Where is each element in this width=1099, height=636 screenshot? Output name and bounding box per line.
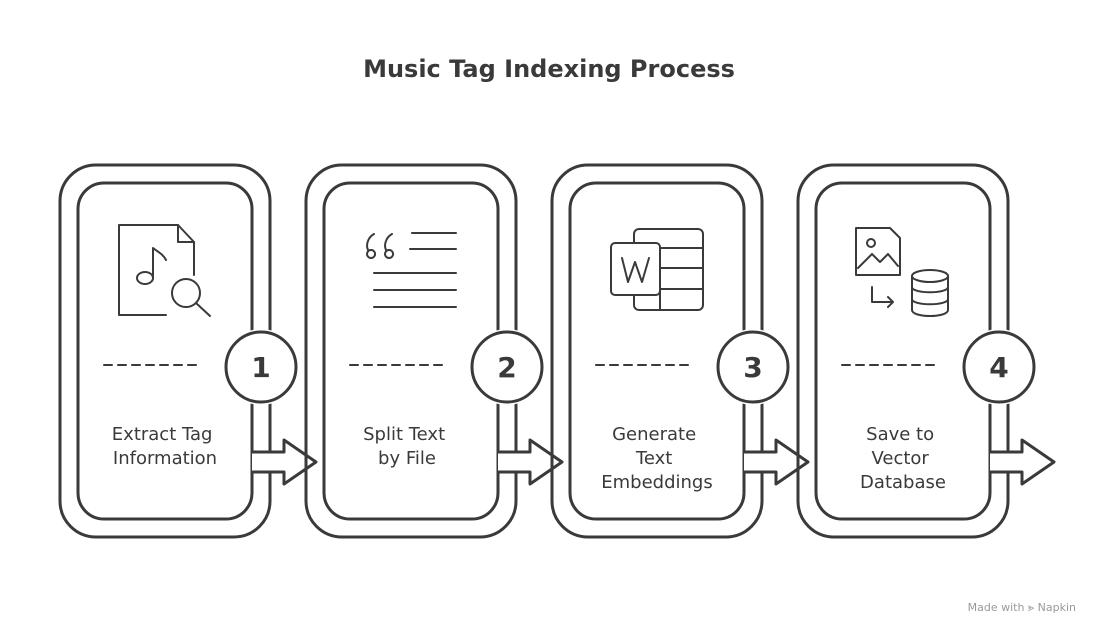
image-to-database-icon — [855, 227, 949, 317]
text-quote-lines-icon — [366, 232, 457, 308]
word-document-table-icon — [610, 228, 704, 311]
step-label: Generate Text Embeddings — [601, 424, 712, 493]
arrow-right-icon — [742, 438, 810, 486]
step-number-badge — [962, 330, 1036, 404]
arrow-right-icon — [496, 438, 564, 486]
step-number-badge — [470, 330, 544, 404]
step-number: 1 — [251, 351, 270, 384]
music-file-search-icon — [118, 224, 211, 317]
step-number: 4 — [989, 351, 1008, 384]
step-number-badge — [716, 330, 790, 404]
step-card-1: 1 Extract Tag Information — [58, 163, 318, 539]
step-label: Split Text by File — [363, 424, 451, 469]
step-number: 2 — [497, 351, 516, 384]
diagram-title: Music Tag Indexing Process — [363, 55, 735, 83]
step-label: Extract Tag Information — [112, 424, 218, 469]
step-number-badge — [224, 330, 298, 404]
step-card-4: 4 Save to Vector Database — [796, 163, 1056, 539]
arrow-right-icon — [250, 438, 318, 486]
step-number: 3 — [743, 351, 762, 384]
step-card-3: 3 Generate Text Embeddings — [550, 163, 810, 539]
step-label: Save to Vector Database — [860, 424, 946, 493]
step-card-2: 2 Split Text by File — [304, 163, 564, 539]
arrow-right-icon — [988, 438, 1056, 486]
napkin-watermark: Made with ⪢ Napkin — [968, 601, 1076, 614]
